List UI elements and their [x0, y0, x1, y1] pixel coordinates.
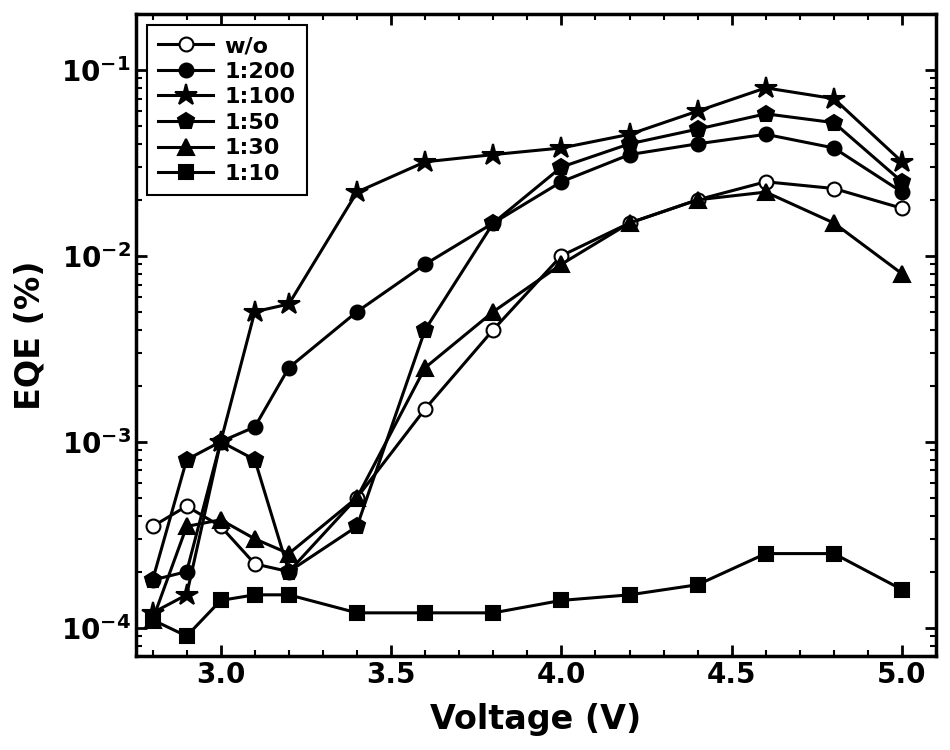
1:10 [147, 615, 159, 624]
1:30 [249, 534, 260, 543]
1:50 [760, 110, 771, 118]
w/o [828, 184, 840, 193]
Line: 1:10: 1:10 [145, 547, 909, 643]
w/o [556, 251, 567, 260]
1:100 [760, 83, 771, 92]
1:50 [215, 437, 226, 446]
1:10 [419, 608, 430, 617]
Line: w/o: w/o [145, 175, 909, 578]
w/o [352, 493, 363, 502]
X-axis label: Voltage (V): Voltage (V) [430, 703, 641, 736]
1:50 [419, 326, 430, 334]
w/o [180, 502, 192, 511]
1:10 [692, 580, 703, 590]
1:100 [147, 608, 159, 617]
1:200 [147, 575, 159, 584]
1:200 [487, 218, 499, 227]
1:50 [692, 124, 703, 134]
Line: 1:30: 1:30 [145, 184, 910, 628]
1:50 [249, 455, 260, 464]
1:10 [352, 608, 363, 617]
w/o [215, 522, 226, 531]
1:100 [897, 158, 908, 166]
1:100 [249, 308, 260, 316]
1:10 [760, 549, 771, 558]
1:30 [352, 493, 363, 502]
w/o [419, 404, 430, 413]
1:200 [692, 140, 703, 148]
1:30 [283, 549, 294, 558]
1:200 [283, 363, 294, 372]
1:30 [215, 515, 226, 524]
w/o [760, 177, 771, 186]
1:200 [624, 150, 636, 159]
w/o [249, 560, 260, 568]
1:200 [897, 188, 908, 196]
1:100 [624, 130, 636, 139]
1:30 [556, 260, 567, 268]
1:30 [760, 188, 771, 196]
w/o [624, 218, 636, 227]
1:50 [624, 140, 636, 148]
1:10 [897, 585, 908, 594]
1:50 [828, 118, 840, 128]
1:200 [556, 177, 567, 186]
1:200 [352, 308, 363, 316]
1:100 [215, 437, 226, 446]
Line: 1:50: 1:50 [144, 106, 910, 589]
1:10 [215, 596, 226, 605]
Legend: w/o, 1:200, 1:100, 1:50, 1:30, 1:10: w/o, 1:200, 1:100, 1:50, 1:30, 1:10 [146, 25, 307, 195]
1:100 [180, 590, 192, 599]
1:10 [283, 590, 294, 599]
1:100 [556, 143, 567, 152]
1:50 [897, 177, 908, 186]
1:200 [215, 437, 226, 446]
1:10 [828, 549, 840, 558]
w/o [147, 522, 159, 531]
1:50 [180, 455, 192, 464]
1:50 [283, 567, 294, 576]
1:30 [147, 615, 159, 624]
1:30 [419, 363, 430, 372]
1:30 [487, 308, 499, 316]
w/o [692, 195, 703, 204]
1:200 [180, 567, 192, 576]
1:100 [283, 299, 294, 308]
1:200 [249, 422, 260, 431]
1:10 [556, 596, 567, 605]
1:30 [180, 522, 192, 531]
1:30 [692, 195, 703, 204]
1:50 [352, 522, 363, 531]
1:50 [556, 163, 567, 172]
1:100 [692, 106, 703, 116]
1:30 [897, 269, 908, 278]
1:50 [147, 575, 159, 584]
Line: 1:200: 1:200 [145, 128, 909, 587]
1:50 [487, 218, 499, 227]
1:200 [419, 260, 430, 268]
1:100 [352, 188, 363, 196]
1:30 [828, 218, 840, 227]
1:10 [180, 632, 192, 640]
1:200 [760, 130, 771, 139]
w/o [283, 567, 294, 576]
w/o [897, 204, 908, 213]
1:100 [487, 150, 499, 159]
1:200 [828, 143, 840, 152]
1:10 [249, 590, 260, 599]
1:100 [828, 94, 840, 104]
1:30 [624, 218, 636, 227]
1:10 [624, 590, 636, 599]
1:100 [419, 158, 430, 166]
Y-axis label: EQE (%): EQE (%) [14, 260, 47, 410]
Line: 1:100: 1:100 [142, 76, 913, 624]
1:10 [487, 608, 499, 617]
w/o [487, 326, 499, 334]
